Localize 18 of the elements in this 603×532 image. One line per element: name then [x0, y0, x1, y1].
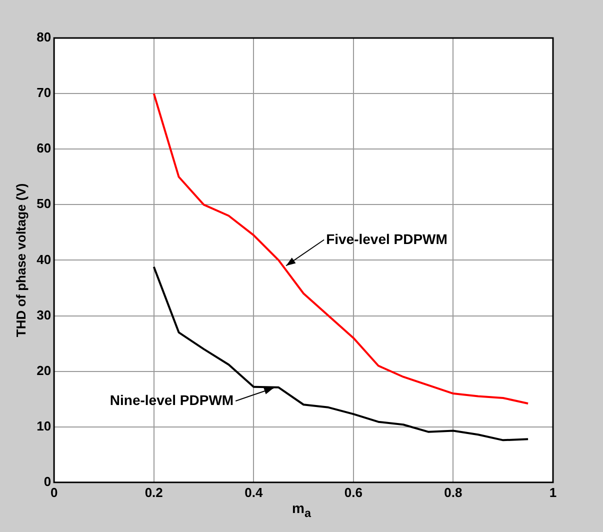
- y-tick-label: 80: [36, 30, 52, 45]
- annotation: Nine-level PDPWM: [110, 392, 234, 408]
- annotation: Five-level PDPWM: [326, 230, 448, 247]
- y-tick-label: 50: [36, 196, 52, 212]
- x-tick-label: 0.4: [244, 484, 264, 500]
- x-axis-title: m$_{a}$: [291, 500, 312, 520]
- y-tick-label: 30: [36, 307, 52, 322]
- x-tick-label: 0.2: [144, 484, 163, 500]
- y-tick-label: 60: [36, 140, 52, 156]
- y-axis-title: THD of phase voltage (V): [13, 183, 28, 338]
- x-tick-label: 0.8: [444, 484, 462, 500]
- y-tick-label: 20: [36, 362, 52, 378]
- y-tick-label: 70: [36, 85, 52, 100]
- x-tick-label: 1: [549, 484, 557, 500]
- y-tick-label: 10: [36, 418, 52, 434]
- y-tick-label: 0: [44, 474, 52, 489]
- x-tick-label: 0.6: [344, 484, 362, 500]
- y-tick-label: 40: [36, 252, 52, 267]
